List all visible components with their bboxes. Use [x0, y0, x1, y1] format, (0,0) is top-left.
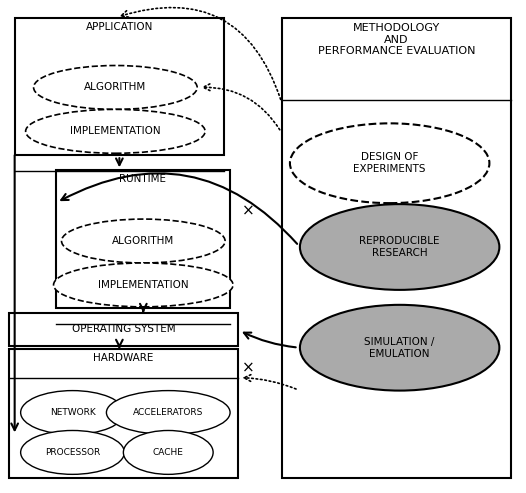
Bar — [56, 170, 230, 308]
Text: ALGORITHM: ALGORITHM — [112, 236, 175, 246]
Text: NETWORK: NETWORK — [49, 408, 95, 417]
Text: ALGORITHM: ALGORITHM — [84, 82, 147, 93]
Text: ×: × — [241, 360, 255, 375]
Text: PROCESSOR: PROCESSOR — [45, 448, 100, 457]
Ellipse shape — [34, 66, 197, 109]
Ellipse shape — [21, 430, 124, 474]
Text: CACHE: CACHE — [153, 448, 184, 457]
Ellipse shape — [54, 263, 233, 307]
Ellipse shape — [106, 390, 230, 434]
Text: HARDWARE: HARDWARE — [93, 352, 154, 363]
Ellipse shape — [62, 219, 225, 263]
Text: ×: × — [241, 204, 255, 218]
Text: OPERATING SYSTEM: OPERATING SYSTEM — [72, 324, 175, 334]
Text: IMPLEMENTATION: IMPLEMENTATION — [98, 280, 189, 290]
Text: REPRODUCIBLE
RESEARCH: REPRODUCIBLE RESEARCH — [359, 236, 440, 258]
Text: ACCELERATORS: ACCELERATORS — [133, 408, 204, 417]
Ellipse shape — [21, 390, 124, 434]
Ellipse shape — [124, 430, 213, 474]
Bar — [282, 18, 511, 478]
Text: DESIGN OF
EXPERIMENTS: DESIGN OF EXPERIMENTS — [353, 152, 426, 174]
Bar — [15, 18, 224, 155]
Bar — [8, 349, 238, 478]
Ellipse shape — [300, 305, 499, 390]
Ellipse shape — [290, 123, 489, 203]
Text: RUNTIME: RUNTIME — [119, 174, 166, 184]
Ellipse shape — [26, 109, 205, 153]
Ellipse shape — [300, 204, 499, 290]
Text: IMPLEMENTATION: IMPLEMENTATION — [70, 126, 161, 137]
Text: SIMULATION /
EMULATION: SIMULATION / EMULATION — [365, 337, 435, 358]
Text: APPLICATION: APPLICATION — [86, 22, 153, 32]
Bar — [8, 313, 238, 346]
Text: METHODOLOGY
AND
PERFORMANCE EVALUATION: METHODOLOGY AND PERFORMANCE EVALUATION — [318, 23, 476, 56]
